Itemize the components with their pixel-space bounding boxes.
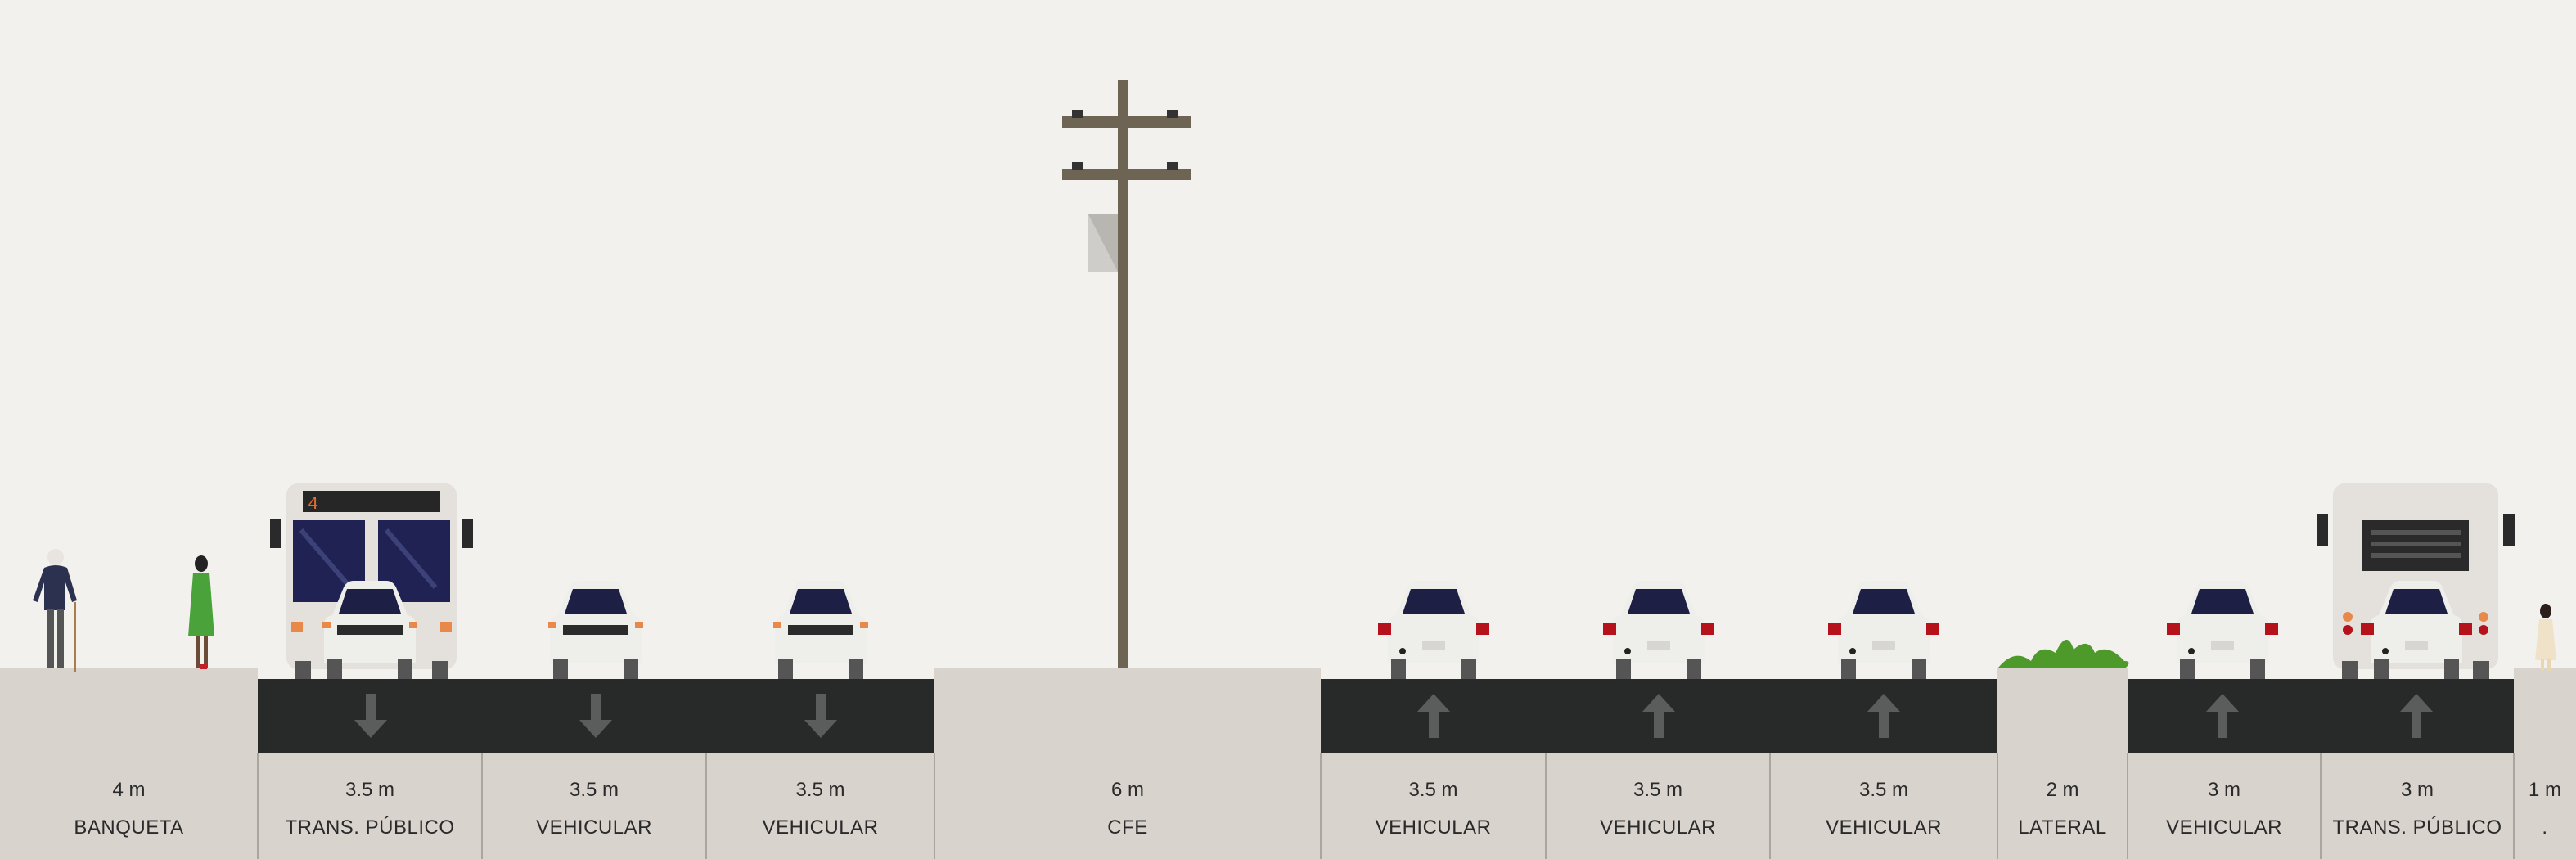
car-rear-icon [1603, 581, 1714, 679]
arrow-down-icon [354, 694, 387, 738]
segment-name: TRANS. PÚBLICO [2332, 816, 2502, 839]
segment-divider [481, 753, 483, 859]
segment-label: 3 m TRANS. PÚBLICO [2321, 753, 2514, 859]
segment-divider [2320, 753, 2322, 859]
segment-label: 3.5 m VEHICULAR [706, 753, 934, 859]
pedestrian-elderly-icon [33, 549, 77, 672]
asphalt-lateral [2128, 679, 2514, 753]
pole-strip [934, 668, 1321, 859]
segment-divider [934, 753, 935, 859]
segment-width: 2 m [2046, 779, 2079, 801]
pedestrian-child-icon [2535, 604, 2556, 671]
segment-label: 3 m VEHICULAR [2128, 753, 2321, 859]
car-rear-icon [2167, 581, 2278, 679]
segment-name: VEHICULAR [1375, 816, 1492, 839]
sidewalk-left [0, 668, 258, 859]
segment-name: BANQUETA [74, 816, 184, 839]
segment-divider [1320, 753, 1322, 859]
segment-width: 3.5 m [345, 779, 395, 801]
segment-divider [2513, 753, 2515, 859]
segment-label: 4 m BANQUETA [0, 753, 258, 859]
segment-width: 1 m [2528, 779, 2561, 801]
segment-width: 3.5 m [795, 779, 845, 801]
segment-width: 3.5 m [569, 779, 619, 801]
segment-divider [705, 753, 707, 859]
arrow-down-icon [579, 694, 612, 738]
car-rear-icon [1828, 581, 1939, 679]
car-front-icon [322, 581, 417, 679]
segment-width: 3 m [2400, 779, 2434, 801]
bus-route-number: 4 [308, 494, 318, 515]
segment-width: 3.5 m [1408, 779, 1458, 801]
arrow-up-icon [2400, 694, 2433, 738]
segment-label: 1 m. [2514, 753, 2576, 859]
segment-name: VEHICULAR [2166, 816, 2282, 839]
arrow-up-icon [1867, 694, 1900, 738]
car-front-icon [773, 581, 868, 679]
segment-name: . [2542, 816, 2548, 839]
asphalt-southbound-base [258, 753, 934, 859]
utility-pole-icon [1062, 80, 1191, 668]
segment-name: VEHICULAR [1600, 816, 1716, 839]
segment-divider [257, 753, 259, 859]
segment-label: 3.5 m VEHICULAR [1546, 753, 1770, 859]
plant-icon [1998, 639, 2129, 668]
car-rear-icon [2361, 581, 2472, 679]
car-rear-icon [1378, 581, 1489, 679]
segment-label: 3.5 m VEHICULAR [482, 753, 706, 859]
segment-width: 6 m [1110, 779, 1144, 801]
segment-width: 3.5 m [1633, 779, 1683, 801]
asphalt-northbound-base [1321, 753, 1997, 859]
arrow-down-icon [804, 694, 837, 738]
segment-name: TRANS. PÚBLICO [285, 816, 455, 839]
segment-width: 4 m [112, 779, 146, 801]
segment-label: 3.5 m TRANS. PÚBLICO [258, 753, 482, 859]
segment-label: 3.5 m VEHICULAR [1770, 753, 1997, 859]
cars [322, 581, 2472, 679]
segment-divider [2127, 753, 2128, 859]
pedestrian-woman-icon [188, 555, 214, 669]
segment-divider [1997, 753, 1998, 859]
car-front-icon [548, 581, 643, 679]
sidewalk-right [2514, 668, 2576, 859]
segment-label: 3.5 m VEHICULAR [1321, 753, 1546, 859]
segment-divider [1545, 753, 1547, 859]
segment-label: 6 m CFE [934, 753, 1321, 859]
segment-width: 3 m [2207, 779, 2240, 801]
segment-width: 3.5 m [1858, 779, 1909, 801]
lane-arrows [354, 694, 2433, 738]
segment-label: 2 m LATERAL [1997, 753, 2128, 859]
segment-name: CFE [1107, 816, 1148, 839]
arrow-up-icon [1642, 694, 1675, 738]
segment-name: LATERAL [2018, 816, 2107, 839]
segment-divider [1769, 753, 1771, 859]
arrow-up-icon [1417, 694, 1450, 738]
planter-strip [1997, 668, 2128, 859]
arrow-up-icon [2206, 694, 2239, 738]
segment-name: VEHICULAR [762, 816, 879, 839]
segment-name: VEHICULAR [1826, 816, 1942, 839]
segment-name: VEHICULAR [536, 816, 652, 839]
